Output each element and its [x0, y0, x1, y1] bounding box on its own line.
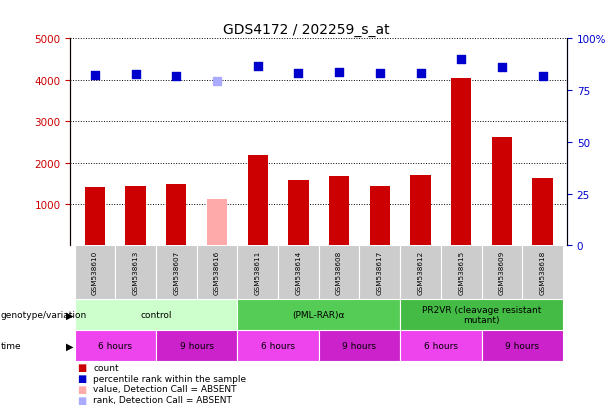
Text: GSM538611: GSM538611: [255, 250, 261, 294]
Bar: [482, 246, 522, 299]
Bar: [400, 299, 563, 330]
Bar: [319, 246, 359, 299]
Text: value, Detection Call = ABSENT: value, Detection Call = ABSENT: [93, 385, 237, 394]
Text: ■: ■: [77, 384, 86, 394]
Text: 6 hours: 6 hours: [98, 342, 132, 350]
Text: 9 hours: 9 hours: [343, 342, 376, 350]
Text: 6 hours: 6 hours: [424, 342, 458, 350]
Text: GSM538618: GSM538618: [539, 250, 546, 294]
Text: ▶: ▶: [66, 341, 74, 351]
Text: ■: ■: [77, 363, 86, 373]
Point: [334, 69, 344, 76]
Point: [172, 74, 181, 80]
Bar: [482, 330, 563, 361]
Text: PR2VR (cleavage resistant
mutant): PR2VR (cleavage resistant mutant): [422, 305, 541, 325]
Text: GSM538607: GSM538607: [173, 250, 180, 294]
Point: [90, 72, 100, 79]
Point: [456, 57, 466, 64]
Bar: [237, 246, 278, 299]
Bar: [451, 78, 471, 246]
Text: (PML-RAR)α: (PML-RAR)α: [292, 311, 345, 319]
Bar: [115, 246, 156, 299]
Text: GSM538616: GSM538616: [214, 250, 220, 294]
Point: [375, 71, 385, 77]
Text: ■: ■: [77, 395, 86, 405]
Bar: [237, 330, 319, 361]
Bar: [237, 299, 400, 330]
Text: GSM538610: GSM538610: [92, 250, 98, 294]
Bar: [441, 246, 482, 299]
Text: 6 hours: 6 hours: [261, 342, 295, 350]
Bar: [370, 186, 390, 246]
Text: GSM538614: GSM538614: [295, 250, 302, 294]
Bar: [329, 176, 349, 246]
Text: GSM538612: GSM538612: [417, 250, 424, 294]
Bar: [319, 330, 400, 361]
Bar: [288, 180, 308, 246]
Bar: [359, 246, 400, 299]
Bar: [75, 299, 237, 330]
Bar: [492, 138, 512, 246]
Text: GSM538609: GSM538609: [499, 250, 505, 294]
Text: time: time: [1, 342, 21, 350]
Bar: [156, 246, 197, 299]
Bar: [85, 187, 105, 246]
Text: GSM538613: GSM538613: [132, 250, 139, 294]
Bar: [166, 184, 186, 246]
Bar: [400, 246, 441, 299]
Text: GDS4172 / 202259_s_at: GDS4172 / 202259_s_at: [223, 23, 390, 37]
Point: [294, 71, 303, 77]
Point: [416, 70, 425, 77]
Bar: [75, 330, 156, 361]
Text: GSM538617: GSM538617: [377, 250, 383, 294]
Bar: [248, 156, 268, 246]
Text: rank, Detection Call = ABSENT: rank, Detection Call = ABSENT: [93, 395, 232, 404]
Text: control: control: [140, 311, 172, 319]
Bar: [197, 246, 237, 299]
Text: percentile rank within the sample: percentile rank within the sample: [93, 374, 246, 383]
Bar: [278, 246, 319, 299]
Bar: [207, 199, 227, 246]
Bar: [522, 246, 563, 299]
Bar: [126, 187, 146, 246]
Text: GSM538608: GSM538608: [336, 250, 342, 294]
Text: genotype/variation: genotype/variation: [1, 311, 87, 319]
Text: count: count: [93, 363, 119, 372]
Bar: [533, 179, 553, 246]
Text: ■: ■: [77, 373, 86, 383]
Bar: [75, 246, 115, 299]
Point: [212, 79, 222, 85]
Text: 9 hours: 9 hours: [505, 342, 539, 350]
Point: [538, 73, 547, 80]
Point: [253, 64, 262, 71]
Point: [497, 64, 507, 71]
Bar: [410, 176, 431, 246]
Text: 9 hours: 9 hours: [180, 342, 214, 350]
Text: GSM538615: GSM538615: [458, 250, 464, 294]
Text: ▶: ▶: [66, 310, 74, 320]
Bar: [156, 330, 237, 361]
Bar: [400, 330, 482, 361]
Point: [131, 71, 140, 78]
